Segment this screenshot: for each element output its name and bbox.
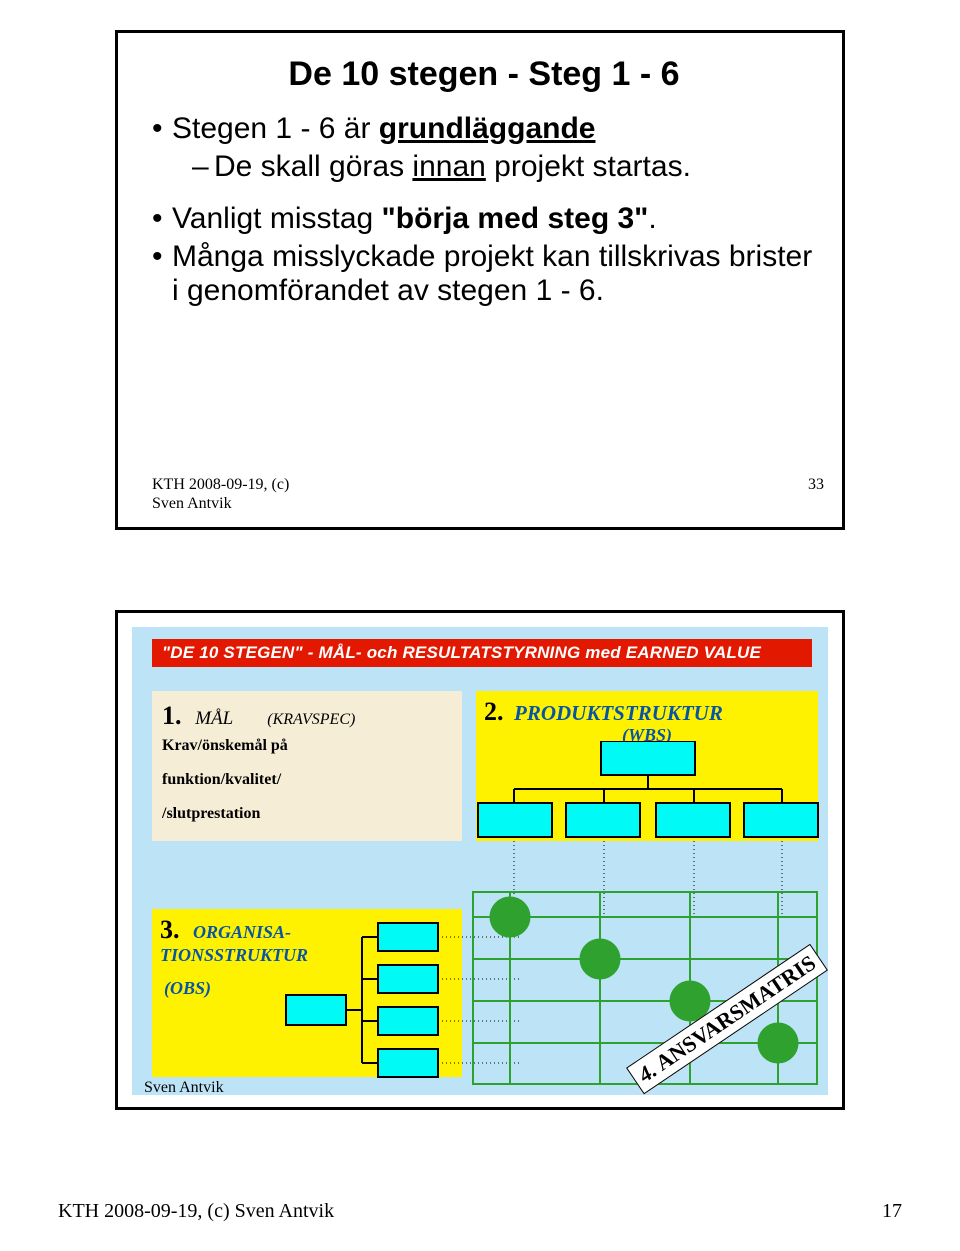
bullet-1-sub: De skall göras innan projekt startas. [192, 150, 816, 184]
org-title: 3. ORGANISA- TIONSSTRUKTUR [152, 909, 462, 966]
bullet2-bold: "börja med steg 3" [382, 202, 649, 235]
wbs-box: 2. PRODUKTSTRUKTUR (WBS) [476, 691, 818, 841]
bullet-1: Stegen 1 - 6 är grundläggande [152, 112, 816, 146]
bullet2-post: . [648, 202, 656, 235]
org-sub: (OBS) [152, 978, 462, 999]
slide1-footer: KTH 2008-09-19, (c) Sven Antvik 33 [152, 476, 824, 513]
mal-l4: /slutprestation [162, 805, 456, 823]
bullet-2: Vanligt misstag "börja med steg 3". [152, 202, 816, 236]
slide2-footer: Sven Antvik [144, 1079, 224, 1097]
mal-line1: 1. MÅL (KRAVSPEC) [162, 701, 456, 731]
page: De 10 stegen - Steg 1 - 6 Stegen 1 - 6 ä… [0, 0, 960, 1251]
org-num: 3. [160, 915, 180, 944]
footer-line2: Sven Antvik [152, 495, 232, 512]
sub-underline: innan [412, 150, 485, 183]
wbs-title-text: PRODUKTSTRUKTUR [514, 701, 723, 725]
mal-box: 1. MÅL (KRAVSPEC) Krav/önskemål på funkt… [152, 691, 462, 841]
wbs-sub: (WBS) [476, 725, 818, 746]
mal-l2: Krav/önskemål på [162, 737, 456, 755]
mal-num: 1. [162, 701, 182, 730]
slide2-banner: "DE 10 STEGEN" - MÅL- och RESULTATSTYRNI… [152, 639, 812, 667]
wbs-title: 2. PRODUKTSTRUKTUR [476, 691, 818, 727]
mal-l3: funktion/kvalitet/ [162, 771, 456, 789]
org-title1: ORGANISA- [193, 922, 291, 942]
bullet1-text: Stegen 1 - 6 är [172, 112, 379, 145]
mal-paren: (KRAVSPEC) [267, 711, 355, 728]
slide1-footer-left: KTH 2008-09-19, (c) Sven Antvik [152, 476, 289, 513]
page-footer-left: KTH 2008-09-19, (c) Sven Antvik [58, 1200, 334, 1223]
footer-line1: KTH 2008-09-19, (c) [152, 476, 289, 493]
org-title2: TIONSSTRUKTUR [160, 945, 308, 965]
wbs-num: 2. [484, 697, 504, 726]
slide-2: "DE 10 STEGEN" - MÅL- och RESULTATSTYRNI… [115, 610, 845, 1110]
mal-word: MÅL [195, 708, 233, 729]
org-box: 3. ORGANISA- TIONSSTRUKTUR (OBS) [152, 909, 462, 1077]
page-footer-right: 17 [882, 1200, 902, 1223]
slide1-page-num: 33 [808, 476, 824, 513]
slide1-bullets: Stegen 1 - 6 är grundläggande De skall g… [152, 112, 816, 308]
slide1-title: De 10 stegen - Steg 1 - 6 [152, 55, 816, 94]
slide-1: De 10 stegen - Steg 1 - 6 Stegen 1 - 6 ä… [115, 30, 845, 530]
sub-pre: De skall göras [214, 150, 412, 183]
bullet1-underline: grundläggande [379, 112, 596, 145]
matrix-box: 4. ANSVARSMATRIS [472, 891, 818, 1085]
bullet-3: Många misslyckade projekt kan tillskriva… [152, 240, 816, 308]
sub-post: projekt startas. [486, 150, 691, 183]
bullet2-pre: Vanligt misstag [172, 202, 382, 235]
